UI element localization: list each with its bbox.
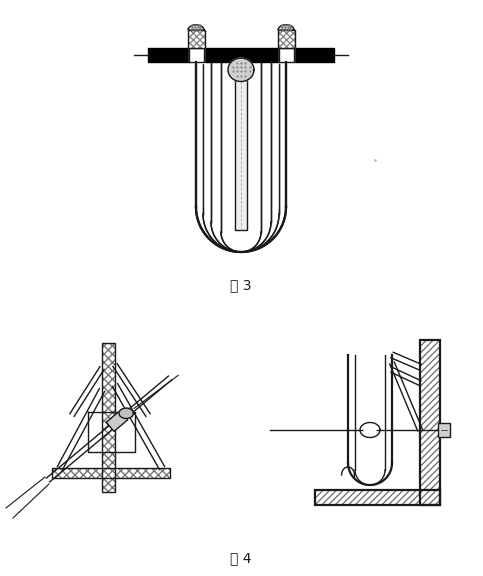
Bar (106, 411, 128, 431)
Text: 图 4: 图 4 (230, 551, 252, 565)
Bar (278, 30, 295, 48)
Bar (52, 468, 170, 478)
Bar (52, 468, 170, 478)
Bar (420, 340, 440, 505)
Polygon shape (119, 408, 133, 419)
Polygon shape (188, 25, 204, 30)
Bar (187, 30, 204, 48)
Bar (102, 343, 115, 492)
Bar (315, 490, 440, 505)
Bar (315, 490, 440, 505)
Polygon shape (228, 58, 254, 81)
Bar (102, 343, 115, 492)
Bar (278, 30, 295, 48)
Polygon shape (278, 25, 294, 30)
Text: 图 3: 图 3 (230, 278, 252, 292)
Bar (438, 423, 450, 437)
Polygon shape (364, 426, 376, 434)
Bar (187, 30, 204, 48)
Bar (420, 340, 440, 505)
